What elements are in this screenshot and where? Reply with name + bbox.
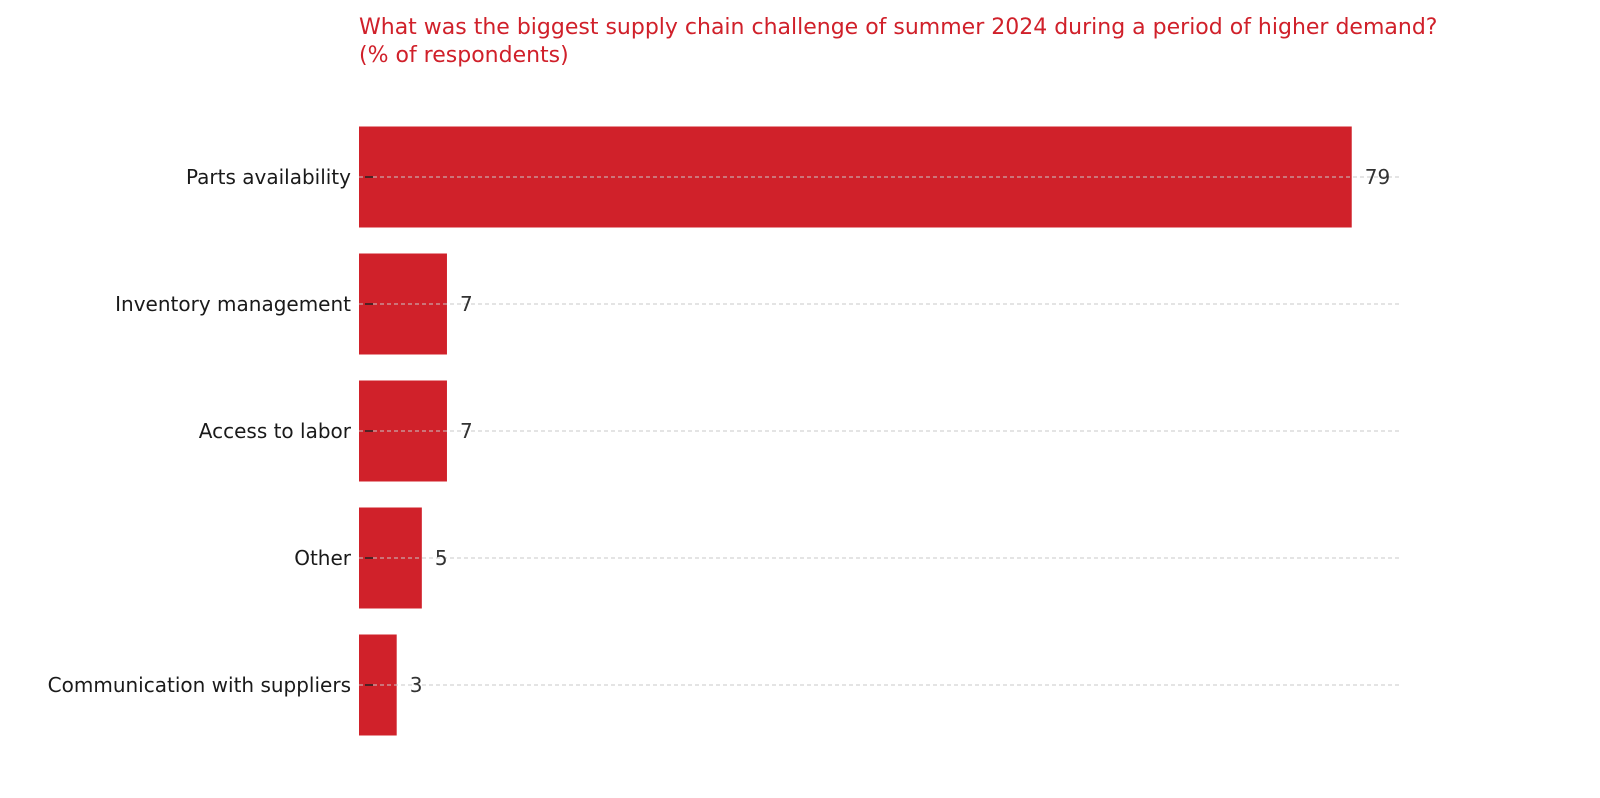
- value-label: 7: [460, 292, 473, 316]
- category-label: Inventory management: [115, 292, 351, 316]
- chart-title: What was the biggest supply chain challe…: [359, 15, 1437, 40]
- category-label: Access to labor: [199, 419, 352, 443]
- category-label: Parts availability: [186, 165, 351, 189]
- value-label: 5: [435, 546, 448, 570]
- category-label: Communication with suppliers: [48, 673, 351, 697]
- value-label: 3: [410, 673, 423, 697]
- category-label: Other: [294, 546, 352, 570]
- bar: [359, 634, 397, 736]
- value-label: 79: [1365, 165, 1390, 189]
- value-label: 7: [460, 419, 473, 443]
- chart-subtitle: (% of respondents): [359, 43, 569, 68]
